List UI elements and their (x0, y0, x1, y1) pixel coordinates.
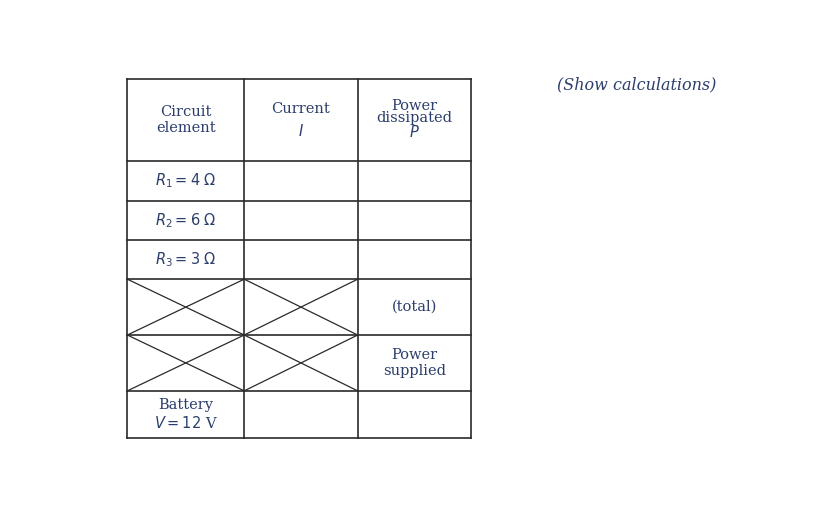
Text: $P$: $P$ (409, 123, 420, 140)
Text: $R_2 = 6\;\Omega$: $R_2 = 6\;\Omega$ (155, 211, 216, 230)
Text: Circuit
element: Circuit element (155, 105, 216, 135)
Text: $R_1 = 4\;\Omega$: $R_1 = 4\;\Omega$ (155, 172, 216, 190)
Text: (Show calculations): (Show calculations) (556, 76, 716, 93)
Text: dissipated: dissipated (376, 111, 452, 125)
Text: Current: Current (271, 102, 330, 116)
Text: (total): (total) (391, 300, 436, 314)
Text: Power: Power (391, 99, 437, 113)
Text: Power
supplied: Power supplied (382, 348, 446, 378)
Text: $R_3 = 3\;\Omega$: $R_3 = 3\;\Omega$ (155, 250, 216, 269)
Text: $I$: $I$ (298, 123, 303, 139)
Text: Battery
$V = 12$ V: Battery $V = 12$ V (154, 398, 217, 431)
